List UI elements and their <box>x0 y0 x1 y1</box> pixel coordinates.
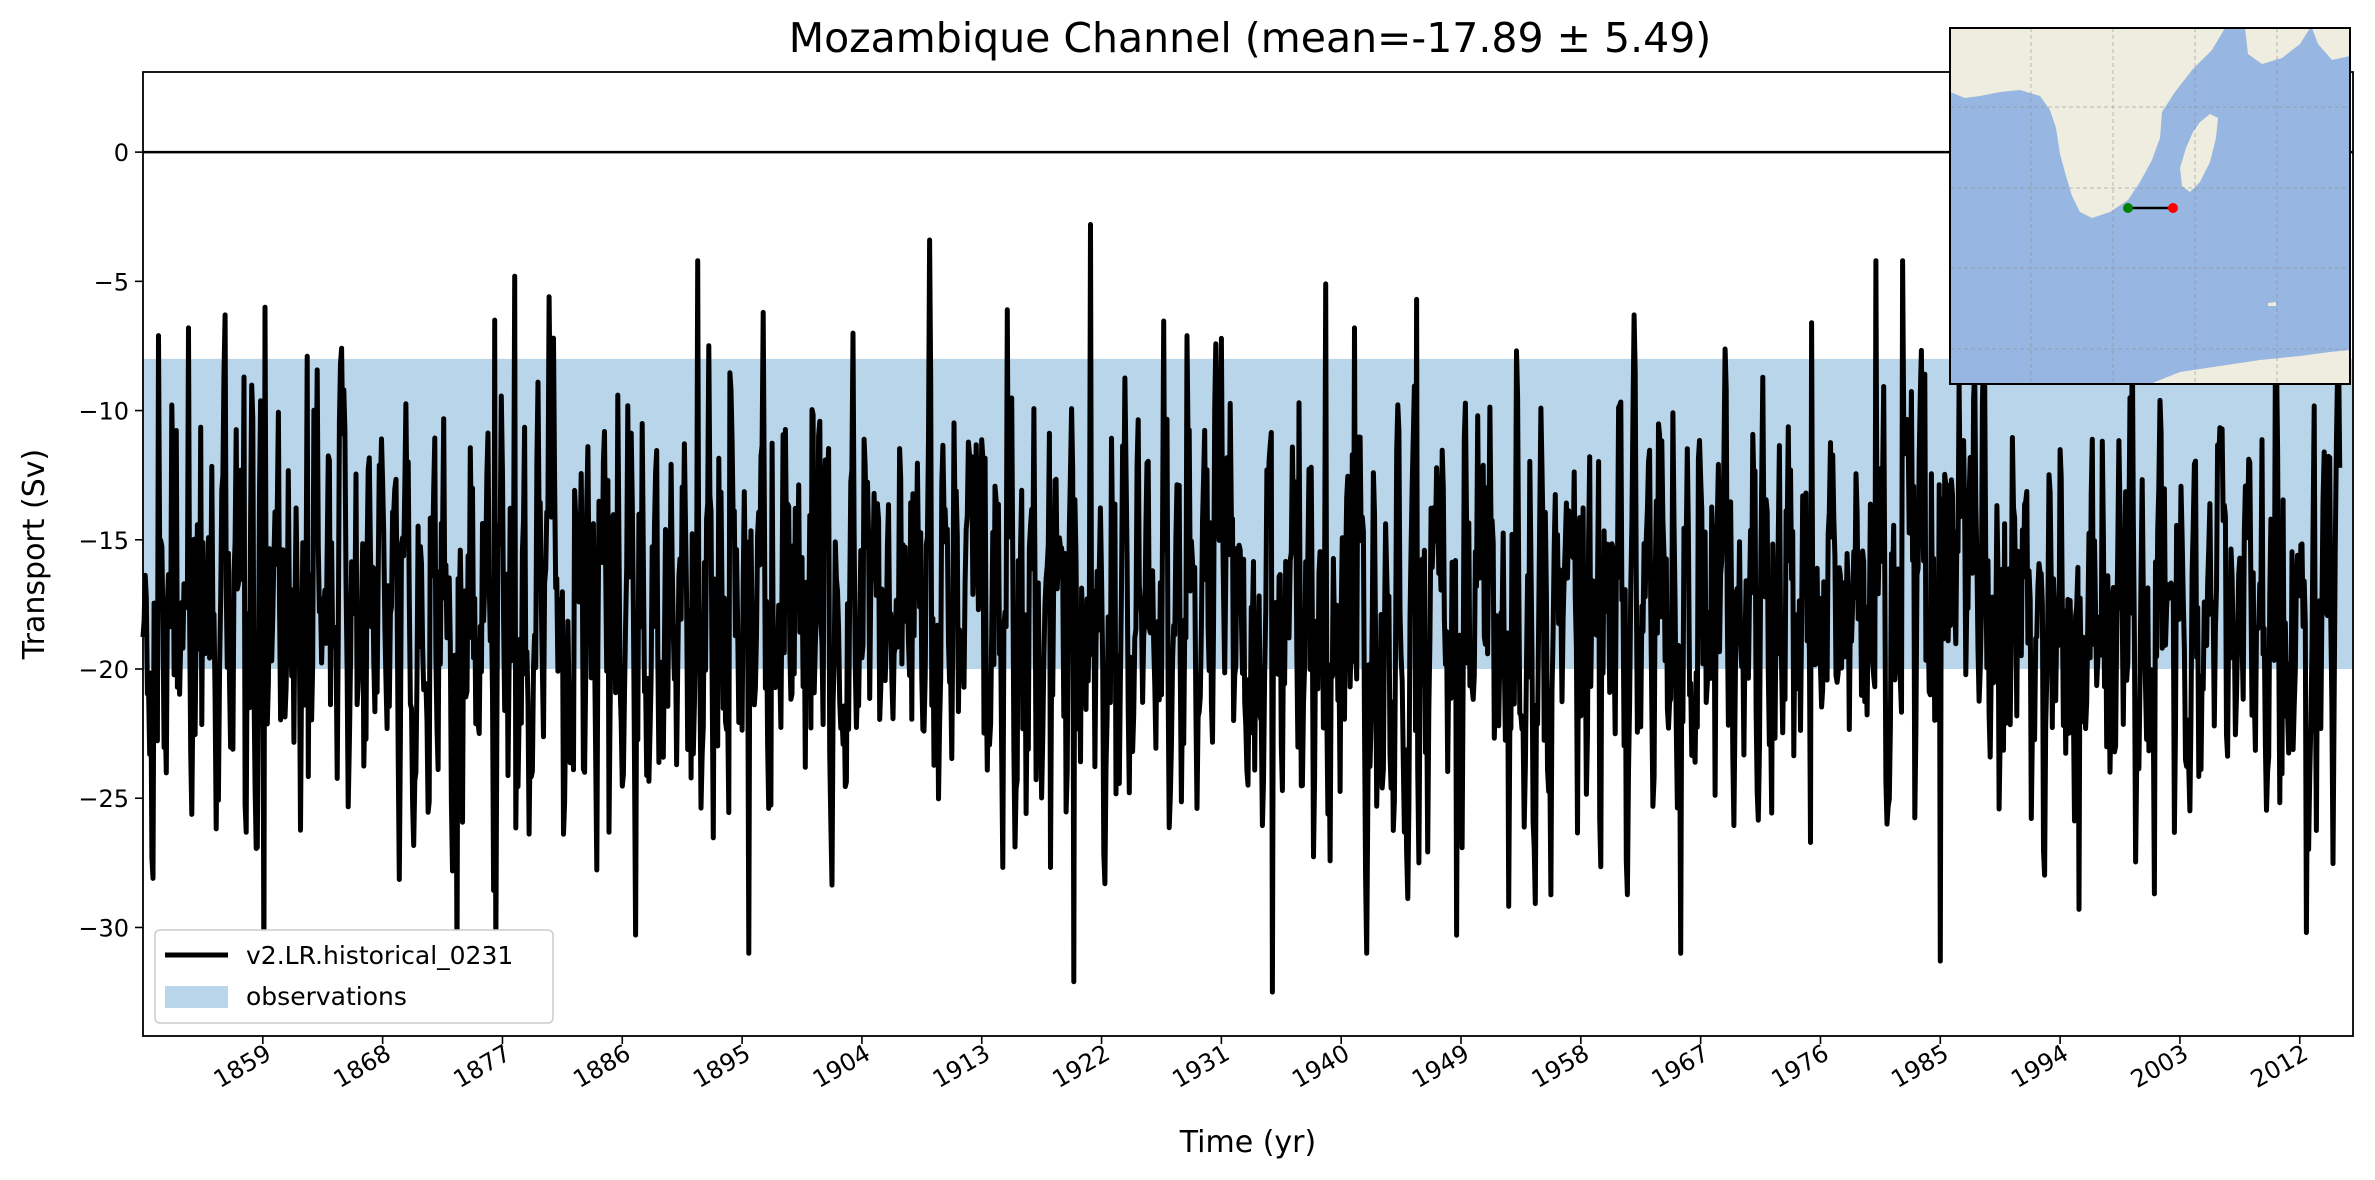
y-tick-label: 0 <box>114 139 129 167</box>
chart-title: Mozambique Channel (mean=-17.89 ± 5.49) <box>789 14 1712 62</box>
legend-label-observations: observations <box>246 982 407 1011</box>
series-line-v2-lr-historical-0231 <box>140 222 2343 995</box>
inset-map-gridlines <box>1950 28 2350 384</box>
madagascar-landmass <box>2180 114 2218 192</box>
y-tick-label: −20 <box>78 656 129 684</box>
y-axis-label: Transport (Sv) <box>17 449 52 661</box>
inset-map <box>1949 27 2351 385</box>
plot-area <box>140 71 2354 1037</box>
africa-landmass <box>1950 28 2225 218</box>
legend-swatch-observations <box>165 986 228 1008</box>
axes-frame <box>142 71 2354 1037</box>
y-tick-label: −25 <box>78 785 129 813</box>
transect-start-marker <box>2123 203 2133 213</box>
asia-landmass <box>2312 28 2350 60</box>
legend-box <box>154 929 554 1024</box>
legend-label-series: v2.LR.historical_0231 <box>246 941 513 970</box>
y-tick-label: −30 <box>78 914 129 942</box>
y-tick-label: −5 <box>94 268 129 296</box>
transect-end-marker <box>2168 203 2178 213</box>
x-axis-label: Time (yr) <box>1179 1125 1316 1160</box>
legend: v2.LR.historical_0231 observations <box>154 929 554 1024</box>
inset-map-frame <box>1949 27 2351 385</box>
small-island <box>2268 302 2276 306</box>
y-axis: 0 −5 −10 −15 −20 −25 −30 <box>78 139 143 942</box>
y-tick-label: −15 <box>78 527 129 555</box>
y-tick-label: −10 <box>78 398 129 426</box>
antarctica-landmass <box>2150 350 2350 384</box>
